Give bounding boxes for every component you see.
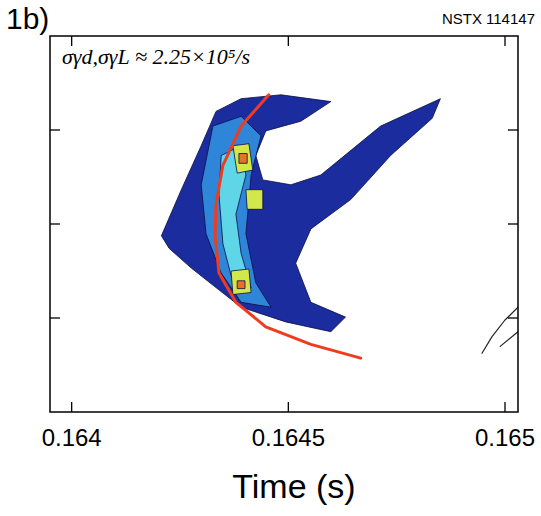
chart: 0.164 0.1645 0.165 1b) NSTX 114147 σγd,σγL ≈ …: [0, 0, 541, 516]
series-line: [500, 332, 518, 347]
x-tick: [504, 36, 505, 46]
y-tick: [508, 223, 518, 224]
x-tick: [288, 36, 289, 46]
x-tick-label: 0.1645: [252, 424, 325, 451]
x-tick: [504, 402, 505, 412]
x-tick-label: 0.165: [475, 424, 535, 451]
plot-frame: [50, 36, 518, 412]
x-axis-title: Time (s): [232, 467, 355, 505]
x-tick-label: 0.164: [42, 424, 102, 451]
y-tick: [508, 317, 518, 318]
plot-area: [161, 95, 518, 358]
x-tick: [288, 402, 289, 412]
title: 1b): [6, 2, 49, 35]
annotation: σγd,σγL ≈ 2.25×10⁵/s: [62, 44, 250, 69]
contour-region-level-5: [239, 154, 247, 164]
x-tick: [71, 402, 72, 412]
series-line: [215, 95, 361, 358]
y-tick: [50, 223, 60, 224]
y-tick: [508, 129, 518, 130]
series-line: [482, 307, 518, 353]
contour-region-level-1: [161, 95, 440, 332]
contour-region-level-4: [231, 269, 251, 295]
contour-region-level-2: [201, 116, 271, 307]
y-tick: [50, 129, 60, 130]
contour-region-level-4: [233, 144, 253, 173]
y-tick: [50, 317, 60, 318]
subtitle: NSTX 114147: [442, 10, 535, 27]
contour-region-level-4: [246, 190, 263, 210]
contour-region-level-5: [237, 281, 245, 289]
